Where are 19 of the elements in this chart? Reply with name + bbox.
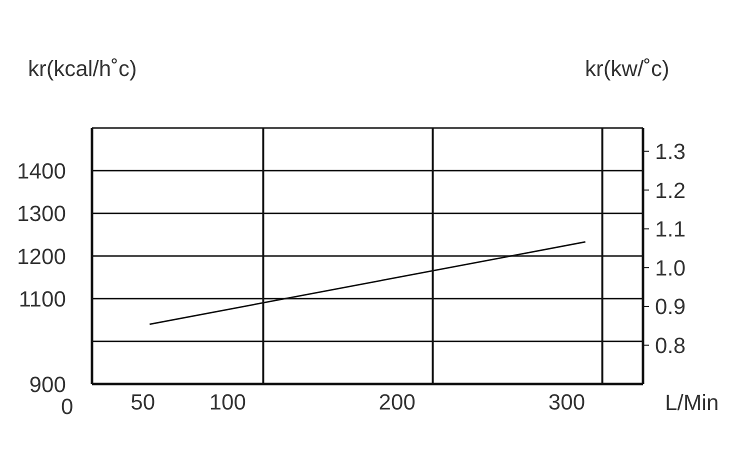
y2-tick-label: 0.8	[655, 333, 686, 358]
y-axis-title: kr(kcal/h˚c)	[28, 56, 137, 81]
y2-tick-label: 1.3	[655, 139, 686, 164]
y2-tick-label: 1.1	[655, 216, 686, 242]
y-tick-label: 900	[29, 372, 66, 397]
y2-tick-label: 1.0	[655, 255, 686, 280]
x-tick-label: 50	[130, 390, 156, 415]
y-tick-label: 1300	[17, 201, 66, 226]
y2-tick-label: 0.9	[655, 294, 686, 320]
x-tick-label: 100	[209, 390, 246, 415]
text: 0	[61, 394, 74, 420]
y2-axis-title: kr(kw/˚c)	[585, 56, 670, 81]
y-tick-label: 1100	[18, 286, 66, 312]
x-tick-label: 300	[548, 390, 586, 415]
y-tick-label: 1200	[17, 244, 66, 269]
x-axis-title: L/Min	[665, 390, 719, 415]
y2-tick-label: 1.2	[655, 178, 686, 203]
y-tick-label: 1400	[17, 158, 66, 184]
x-tick-label: 200	[378, 390, 416, 415]
